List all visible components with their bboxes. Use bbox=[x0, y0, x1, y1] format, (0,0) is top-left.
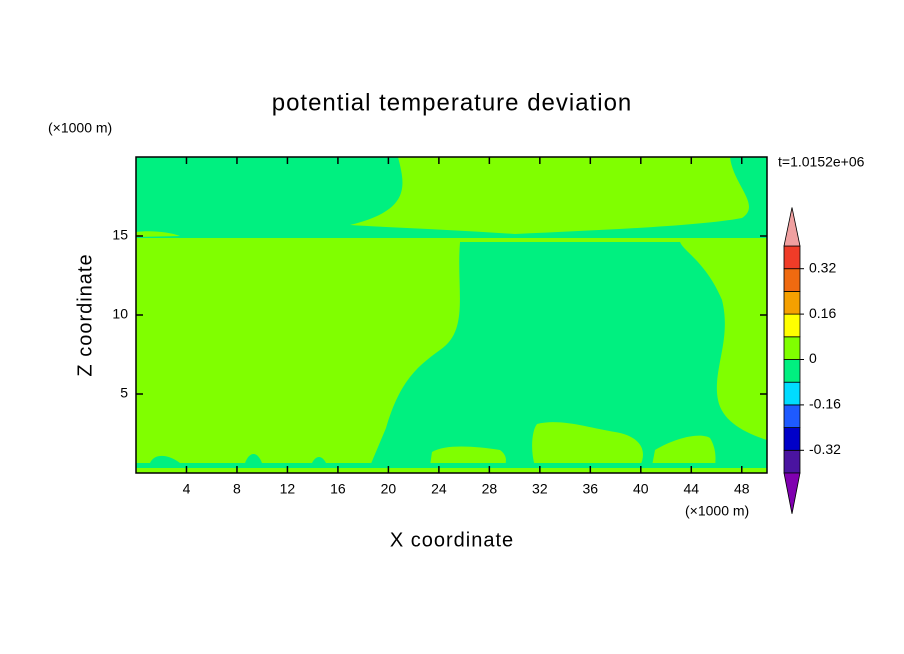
x-tick-label: 4 bbox=[183, 481, 191, 497]
y-tick-label: 10 bbox=[112, 306, 128, 322]
contour-region bbox=[430, 446, 506, 466]
contour-field bbox=[136, 157, 767, 473]
colorbar-tick-label: -0.32 bbox=[809, 441, 841, 457]
x-tick-label: 44 bbox=[683, 481, 699, 497]
colorbar-tick-label: 0 bbox=[809, 350, 817, 366]
contour-region bbox=[150, 453, 326, 463]
colorbar-box bbox=[783, 359, 801, 383]
contour-region bbox=[350, 157, 749, 234]
colorbar-arrow bbox=[783, 207, 801, 247]
colorbar-tick-label: 0.32 bbox=[809, 259, 836, 275]
y-tick-label: 5 bbox=[120, 385, 128, 401]
time-label: t=1.0152e+06 bbox=[778, 154, 865, 170]
colorbar-box bbox=[783, 427, 801, 451]
contour-region bbox=[652, 435, 716, 466]
x-tick-label: 8 bbox=[233, 481, 241, 497]
colorbar-tick-label: -0.16 bbox=[809, 396, 841, 412]
colorbar-box bbox=[783, 336, 801, 360]
contour-region bbox=[532, 422, 643, 466]
x-tick-label: 20 bbox=[381, 481, 397, 497]
x-tick-label: 36 bbox=[583, 481, 599, 497]
x-axis-label: X coordinate bbox=[390, 529, 514, 551]
x-tick-label: 24 bbox=[431, 481, 447, 497]
colorbar-arrow bbox=[783, 472, 801, 514]
contour-region bbox=[136, 463, 767, 468]
colorbar-box bbox=[783, 290, 801, 315]
x-tick-label: 32 bbox=[532, 481, 548, 497]
y-tick-label: 15 bbox=[112, 227, 128, 243]
colorbar-tick-label: 0.16 bbox=[809, 305, 836, 321]
chart-title: potential temperature deviation bbox=[272, 89, 633, 116]
x-tick-label: 28 bbox=[482, 481, 498, 497]
colorbar-box bbox=[783, 268, 801, 292]
x-tick-label: 12 bbox=[280, 481, 296, 497]
x-unit-label: (×1000 m) bbox=[685, 503, 749, 519]
colorbar-box bbox=[783, 404, 801, 428]
colorbar-box bbox=[783, 245, 801, 270]
colorbar-box bbox=[783, 449, 801, 474]
x-tick-label: 40 bbox=[633, 481, 649, 497]
y-unit-label: (×1000 m) bbox=[48, 120, 112, 136]
y-axis-label: Z coordinate bbox=[74, 253, 96, 376]
colorbar-box bbox=[783, 313, 801, 338]
contour-region bbox=[370, 242, 767, 466]
colorbar-box bbox=[783, 381, 801, 406]
x-tick-label: 16 bbox=[330, 481, 346, 497]
contour-region bbox=[136, 231, 180, 237]
x-tick-label: 48 bbox=[734, 481, 750, 497]
